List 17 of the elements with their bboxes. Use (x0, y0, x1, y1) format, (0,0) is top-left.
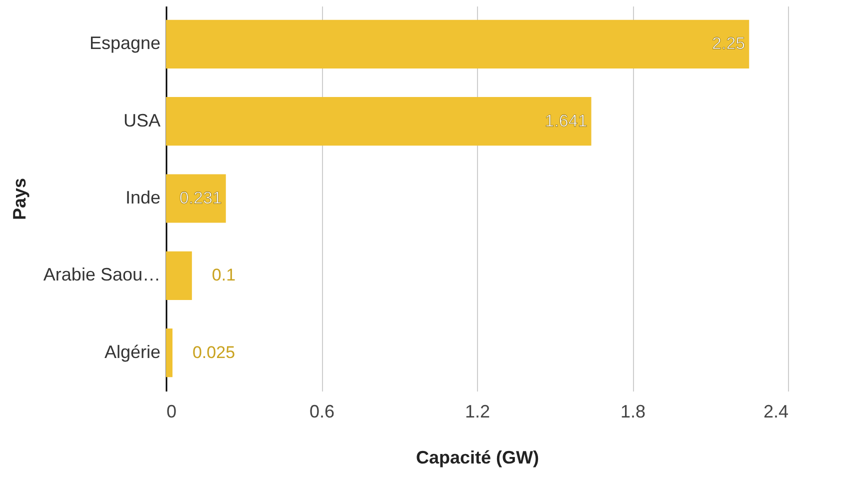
data-label: 1.641 (544, 111, 588, 130)
y-tick-label: Arabie Saou… (43, 264, 160, 285)
y-tick-label: Inde (125, 188, 160, 208)
x-tick-label: 1.8 (620, 402, 646, 422)
x-tick-label: 2.4 (763, 402, 788, 422)
y-axis-title: Pays (9, 178, 30, 220)
y-tick-label: Algérie (104, 342, 160, 362)
y-tick-label: Espagne (89, 33, 160, 54)
x-tick-label: 0 (166, 402, 177, 422)
x-tick-label: 0.6 (309, 402, 335, 422)
data-label: 0.231 (179, 188, 222, 208)
data-label: 2.25 (712, 34, 746, 54)
x-axis-title: Capacité (GW) (416, 448, 540, 468)
y-tick-label: USA (123, 110, 160, 130)
data-label: 0.1 (212, 266, 236, 285)
x-tick-label: 1.2 (464, 402, 490, 422)
data-label: 0.025 (192, 342, 236, 362)
